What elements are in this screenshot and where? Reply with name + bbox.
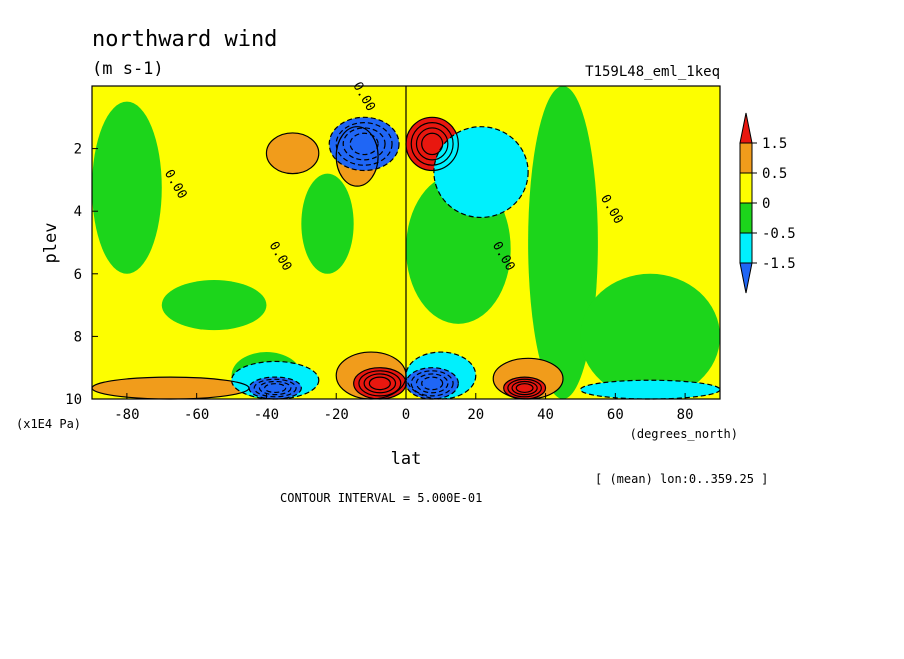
x-tick-label: 60 <box>607 407 624 423</box>
contour-line-9-0 <box>335 126 379 187</box>
colorbar-label: 0.5 <box>762 166 787 182</box>
contour-line-11-2 <box>415 127 449 161</box>
contour-line-15-0 <box>248 376 302 400</box>
y-tick-label: 2 <box>74 142 82 158</box>
field-green-4 <box>301 173 354 274</box>
colorbar-top-arrow <box>739 112 753 144</box>
field-blue-19 <box>406 367 459 399</box>
field-green-5 <box>528 86 598 399</box>
x-tick-label: 20 <box>467 407 484 423</box>
contour-line-21-1 <box>507 378 542 398</box>
mean-note: [ (mean) lon:0..359.25 ] <box>595 472 768 486</box>
contour-line-19-1 <box>410 370 454 397</box>
y-tick-label: 8 <box>74 329 82 345</box>
x-tick-label: -80 <box>114 407 139 423</box>
field-blue-15 <box>248 377 302 400</box>
field-orange-8 <box>266 132 319 174</box>
field-green-3 <box>161 280 267 331</box>
contour-line-17-3 <box>368 376 391 391</box>
field-green-2 <box>92 101 162 274</box>
contour-line-21-3 <box>515 383 534 394</box>
contour-line-21-2 <box>511 380 538 396</box>
x-tick-label: 40 <box>537 407 554 423</box>
y-tick-label: 10 <box>65 392 82 408</box>
x-tick-label: -20 <box>324 407 349 423</box>
contour-line-11-1 <box>410 122 454 166</box>
colorbar-segment <box>739 142 753 174</box>
y-axis-units: (x1E4 Pa) <box>16 417 81 431</box>
field-red-21 <box>503 377 546 400</box>
contour-line-10-1 <box>335 122 393 166</box>
colorbar-label: -1.5 <box>762 256 796 272</box>
contour-line-15-2 <box>258 380 292 396</box>
x-tick-label: 80 <box>677 407 694 423</box>
contour-line-17-2 <box>363 373 397 394</box>
x-axis: -80 -60 -40 -20 0 20 40 60 80 <box>114 393 694 423</box>
colorbar-segment <box>739 232 753 264</box>
contour-line-10-0 <box>328 116 400 172</box>
contour-line-11-3 <box>421 132 444 156</box>
y-axis-label: plev <box>41 223 61 264</box>
contour-line-17-1 <box>358 370 402 397</box>
run-label: T159L48_eml_1keq <box>585 64 720 80</box>
x-tick-label: -60 <box>184 407 209 423</box>
field-green-6 <box>580 273 720 399</box>
y-tick-label: 6 <box>74 267 82 283</box>
y-axis: 2 4 6 8 10 <box>65 142 98 408</box>
colorbar-label: 0 <box>762 196 770 212</box>
colorbar-segment <box>739 172 753 204</box>
colorbar-label: -0.5 <box>762 226 796 242</box>
colorbar: 1.5 0.5 0 -0.5 -1.5 <box>739 112 796 294</box>
plot-area: 0.000.00 0.000.000.00 <box>91 79 721 400</box>
contour-line-19-2 <box>415 373 449 394</box>
x-tick-label: -40 <box>254 407 279 423</box>
colorbar-label: 1.5 <box>762 136 787 152</box>
contour-line-8-0 <box>265 132 320 175</box>
field-orange-13 <box>92 377 249 400</box>
contour-line-15-1 <box>253 378 297 398</box>
x-axis-label: lat <box>391 449 422 469</box>
contour-line-10-2 <box>342 127 386 161</box>
y-tick-label: 4 <box>74 204 82 220</box>
field-red-17 <box>353 367 407 399</box>
colorbar-segment <box>739 202 753 234</box>
chart-units: (m s-1) <box>92 59 164 79</box>
colorbar-bottom-arrow <box>739 262 753 294</box>
chart-title: northward wind <box>92 27 277 52</box>
x-axis-units: (degrees_north) <box>630 427 738 441</box>
x-tick-label: 0 <box>402 407 410 423</box>
contour-line-12-0 <box>433 126 529 219</box>
contour-line-10-3 <box>349 132 379 156</box>
contour-line-15-3 <box>264 383 287 394</box>
contour-interval-note: CONTOUR INTERVAL = 5.000E-01 <box>280 491 482 505</box>
contour-line-19-3 <box>421 376 444 391</box>
